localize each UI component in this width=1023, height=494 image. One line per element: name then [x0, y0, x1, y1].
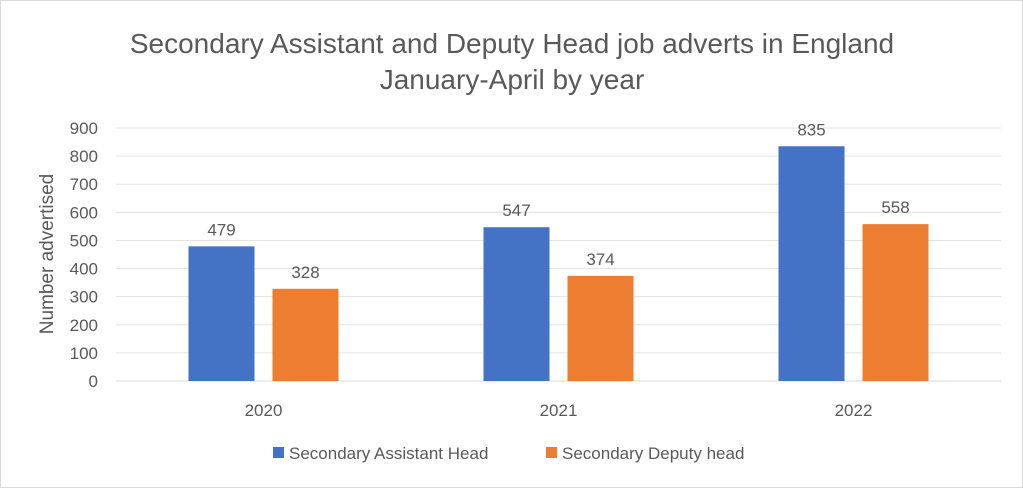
x-tick-label: 2020 — [245, 401, 283, 420]
y-tick-label: 200 — [70, 316, 98, 335]
bar — [272, 288, 339, 381]
y-tick-label: 700 — [70, 175, 98, 194]
data-label: 547 — [502, 201, 530, 220]
data-label: 374 — [586, 250, 614, 269]
y-tick-label: 800 — [70, 147, 98, 166]
bar — [483, 227, 550, 381]
legend-swatch — [273, 447, 284, 458]
data-label: 558 — [881, 198, 909, 217]
x-tick-label: 2021 — [540, 401, 578, 420]
y-tick-label: 500 — [70, 231, 98, 250]
legend-label: Secondary Assistant Head — [289, 444, 488, 463]
data-label: 479 — [207, 220, 235, 239]
legend-label: Secondary Deputy head — [562, 444, 744, 463]
bar — [567, 275, 634, 381]
bar — [862, 224, 929, 381]
chart-title: Secondary Assistant and Deputy Head job … — [130, 28, 894, 59]
y-tick-label: 100 — [70, 344, 98, 363]
y-tick-label: 300 — [70, 288, 98, 307]
chart-subtitle: January-April by year — [380, 64, 645, 95]
legend-swatch — [546, 447, 557, 458]
data-label: 835 — [797, 120, 825, 139]
y-tick-label: 900 — [70, 119, 98, 138]
y-tick-label: 600 — [70, 203, 98, 222]
y-tick-label: 0 — [89, 372, 98, 391]
bar — [188, 246, 255, 381]
y-axis-label: Number advertised — [37, 174, 58, 335]
data-label: 328 — [291, 263, 319, 282]
y-tick-label: 400 — [70, 260, 98, 279]
bar — [778, 146, 845, 381]
x-tick-label: 2022 — [835, 401, 873, 420]
